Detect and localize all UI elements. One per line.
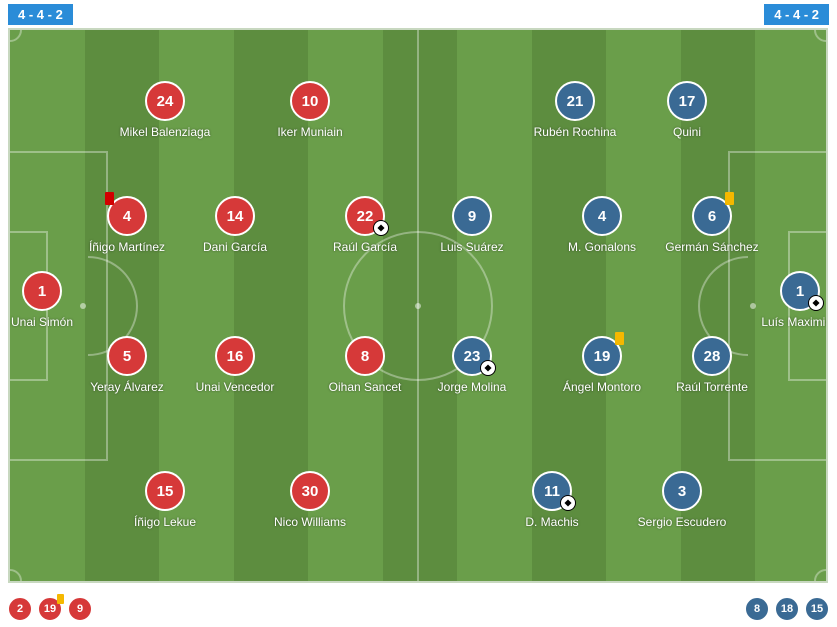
player-name: Luís Maximian	[761, 315, 828, 329]
player-away-21[interactable]: 21 Rubén Rochina	[515, 81, 635, 139]
player-home-8[interactable]: 8 Oihan Sancet	[305, 336, 425, 394]
player-name: Sergio Escudero	[638, 515, 727, 529]
player-home-10[interactable]: 10 Iker Muniain	[250, 81, 370, 139]
player-home-15[interactable]: 15 Íñigo Lekue	[105, 471, 225, 529]
player-home-4[interactable]: 4 Íñigo Martínez	[67, 196, 187, 254]
sub-home-9[interactable]: 9	[68, 597, 92, 621]
player-away-9[interactable]: 9 Luis Suárez	[412, 196, 532, 254]
player-name: Unai Simón	[11, 315, 73, 329]
player-number: 30	[290, 471, 330, 511]
formation-home: 4 - 4 - 2	[8, 4, 73, 25]
player-home-24[interactable]: 24 Mikel Balenziaga	[105, 81, 225, 139]
pitch: 1 Unai Simón 4 Íñigo Martínez 5 Yeray Álvarez…	[8, 28, 828, 583]
player-name: Jorge Molina	[438, 380, 507, 394]
player-name: Raúl Torrente	[676, 380, 748, 394]
player-home-22[interactable]: 22 Raúl García	[305, 196, 425, 254]
player-name: Dani García	[203, 240, 267, 254]
player-number: 4	[107, 196, 147, 236]
player-name: Ángel Montoro	[563, 380, 641, 394]
player-number: 1	[780, 271, 820, 311]
player-number: 21	[555, 81, 595, 121]
player-number: 22	[345, 196, 385, 236]
player-number: 17	[667, 81, 707, 121]
subs-home: 2199	[8, 597, 92, 621]
player-away-11[interactable]: 11 D. Machis	[492, 471, 612, 529]
sub-away-15[interactable]: 15	[805, 597, 829, 621]
player-number: 11	[532, 471, 572, 511]
yellow-card-icon	[615, 332, 624, 345]
player-away-23[interactable]: 23 Jorge Molina	[412, 336, 532, 394]
player-number: 16	[215, 336, 255, 376]
formation-away: 4 - 4 - 2	[764, 4, 829, 25]
player-name: Yeray Álvarez	[90, 380, 164, 394]
player-name: Rubén Rochina	[534, 125, 617, 139]
player-away-3[interactable]: 3 Sergio Escudero	[622, 471, 742, 529]
player-number: 5	[107, 336, 147, 376]
player-away-17[interactable]: 17 Quini	[627, 81, 747, 139]
sub-home-19[interactable]: 19	[38, 597, 62, 621]
player-number: 8	[345, 336, 385, 376]
player-number: 14	[215, 196, 255, 236]
player-name: Luis Suárez	[440, 240, 503, 254]
player-home-16[interactable]: 16 Unai Vencedor	[175, 336, 295, 394]
player-number: 28	[692, 336, 732, 376]
sub-away-18[interactable]: 18	[775, 597, 799, 621]
player-number: 23	[452, 336, 492, 376]
player-number: 9	[452, 196, 492, 236]
player-name: Íñigo Martínez	[89, 240, 165, 254]
player-number: 1	[22, 271, 62, 311]
player-away-1[interactable]: 1 Luís Maximian	[740, 271, 828, 329]
player-away-4[interactable]: 4 M. Gonalons	[542, 196, 662, 254]
player-home-14[interactable]: 14 Dani García	[175, 196, 295, 254]
yellow-card-icon	[57, 594, 64, 604]
player-number: 19	[582, 336, 622, 376]
subs-away: 81815	[745, 597, 829, 621]
player-name: Iker Muniain	[277, 125, 342, 139]
player-away-6[interactable]: 6 Germán Sánchez	[652, 196, 772, 254]
player-number: 24	[145, 81, 185, 121]
player-home-30[interactable]: 30 Nico Williams	[250, 471, 370, 529]
player-number: 4	[582, 196, 622, 236]
goal-icon	[808, 295, 824, 311]
player-name: Íñigo Lekue	[134, 515, 196, 529]
player-name: M. Gonalons	[568, 240, 636, 254]
player-number: 3	[662, 471, 702, 511]
player-away-28[interactable]: 28 Raúl Torrente	[652, 336, 772, 394]
player-home-1[interactable]: 1 Unai Simón	[8, 271, 102, 329]
player-name: Nico Williams	[274, 515, 346, 529]
player-name: Mikel Balenziaga	[120, 125, 211, 139]
player-name: Raúl García	[333, 240, 397, 254]
player-home-5[interactable]: 5 Yeray Álvarez	[67, 336, 187, 394]
player-name: Unai Vencedor	[196, 380, 275, 394]
player-name: Quini	[673, 125, 701, 139]
player-name: Germán Sánchez	[665, 240, 758, 254]
player-name: Oihan Sancet	[329, 380, 402, 394]
player-name: D. Machis	[525, 515, 578, 529]
player-number: 6	[692, 196, 732, 236]
red-card-icon	[105, 192, 114, 205]
goal-icon	[560, 495, 576, 511]
goal-icon	[480, 360, 496, 376]
player-number: 10	[290, 81, 330, 121]
goal-icon	[373, 220, 389, 236]
sub-away-8[interactable]: 8	[745, 597, 769, 621]
player-away-19[interactable]: 19 Ángel Montoro	[542, 336, 662, 394]
player-number: 15	[145, 471, 185, 511]
yellow-card-icon	[725, 192, 734, 205]
sub-home-2[interactable]: 2	[8, 597, 32, 621]
